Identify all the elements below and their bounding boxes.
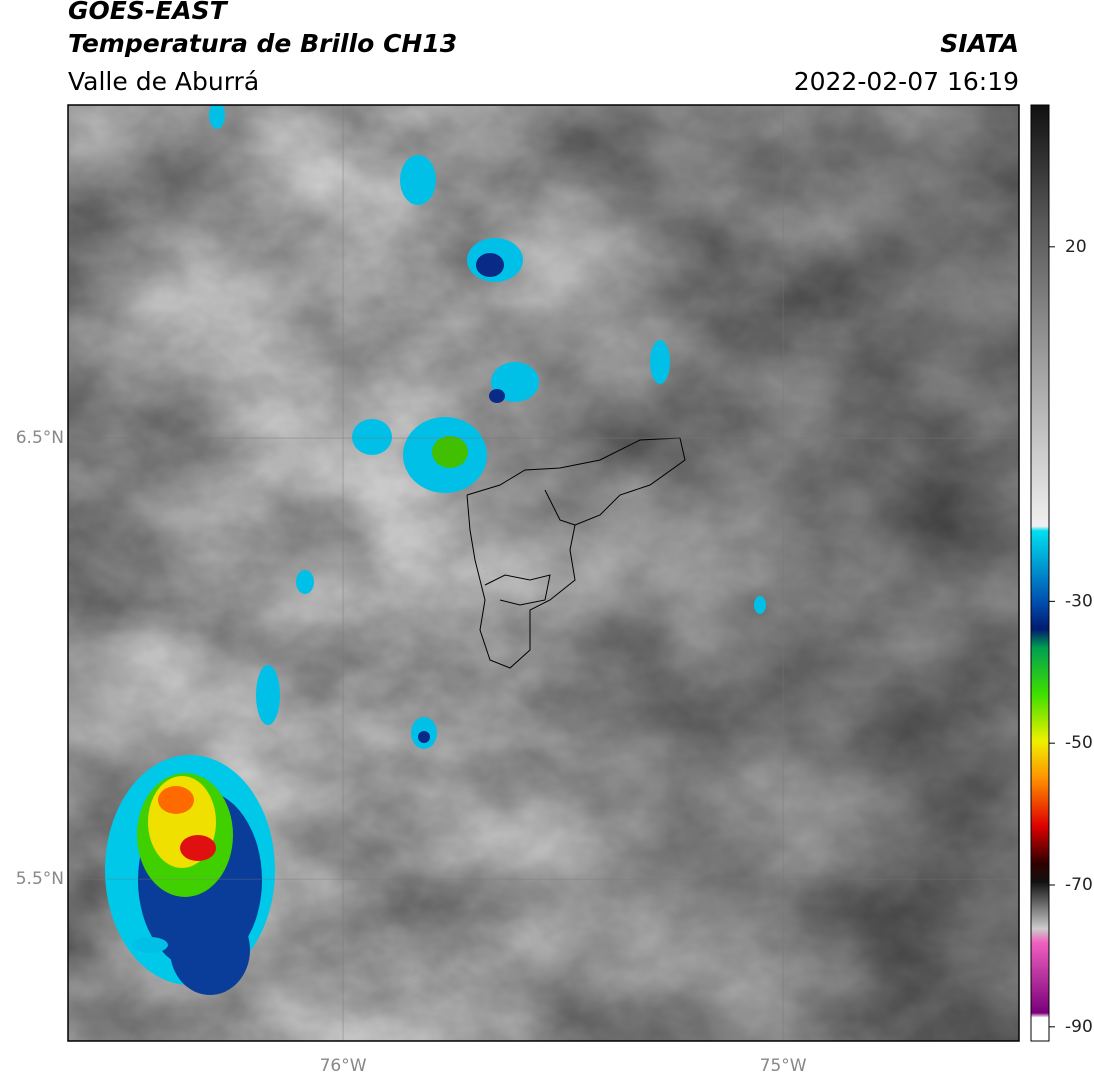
source: SIATA (940, 29, 1019, 58)
colorbar-tick-label: 20 (1065, 237, 1087, 257)
title: GOES-EAST (68, 0, 229, 25)
municipal-boundaries (466, 437, 686, 669)
municipal-boundaries (544, 489, 576, 526)
municipal-boundaries (484, 574, 551, 606)
colorbar-tick-label: -70 (1065, 875, 1093, 895)
cold-clouds (105, 105, 766, 995)
lon-tick-label: 76°W (320, 1056, 367, 1076)
subtitle: Temperatura de Brillo CH13 (68, 29, 457, 58)
map-image (68, 105, 1019, 1041)
lon-tick-label: 75°W (760, 1056, 807, 1076)
colorbar (1030, 104, 1050, 1042)
colorbar-tick-label: -30 (1065, 591, 1093, 611)
timestamp: 2022-02-07 16:19 (794, 67, 1019, 96)
lat-tick-label: 5.5°N (16, 869, 64, 889)
lat-tick-label: 6.5°N (16, 428, 64, 448)
region: Valle de Aburrá (68, 67, 259, 96)
map-frame (67, 104, 1020, 1042)
colorbar-tick-label: -50 (1065, 733, 1093, 753)
colorbar-tick-label: -90 (1065, 1017, 1093, 1037)
